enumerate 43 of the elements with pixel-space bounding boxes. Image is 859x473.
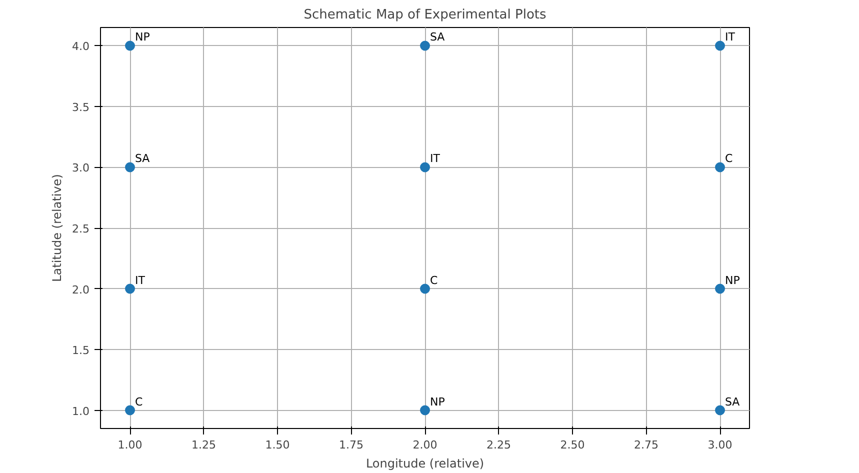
point <box>715 40 725 51</box>
point <box>715 162 725 172</box>
point <box>125 40 135 51</box>
y-tick-label: 2.0 <box>72 283 90 296</box>
annotation: SA <box>725 395 740 408</box>
x-tick-label: 2.00 <box>412 438 438 452</box>
y-tick-label: 1.0 <box>72 404 90 418</box>
x-tick-label: 3.00 <box>708 438 732 452</box>
y-axis-title: Latitude (relative) <box>50 174 64 282</box>
y-tick-label: 2.5 <box>72 222 90 236</box>
annotation: NP <box>135 30 150 44</box>
x-tick-label: 2.75 <box>634 438 659 452</box>
point <box>125 162 135 172</box>
point <box>715 284 725 294</box>
annotation: NP <box>430 395 446 408</box>
point <box>420 162 430 172</box>
point <box>125 405 135 416</box>
x-axis-title: Longitude (relative) <box>366 456 484 470</box>
annotation: SA <box>135 152 150 166</box>
y-tick-label: 3.0 <box>72 162 90 175</box>
x-tick-label: 1.75 <box>339 438 364 452</box>
x-tick-label: 2.25 <box>486 438 512 452</box>
annotation: C <box>725 152 733 166</box>
point <box>420 284 430 294</box>
point <box>715 405 725 416</box>
annotation: C <box>135 395 143 408</box>
x-tick-label: 1.50 <box>265 438 290 452</box>
annotation: NP <box>725 274 740 287</box>
y-tick-label: 3.5 <box>72 100 90 114</box>
point <box>420 40 430 51</box>
point <box>420 405 430 416</box>
y-tick-label: 1.5 <box>72 344 90 358</box>
annotation: IT <box>725 30 736 44</box>
annotation: SA <box>430 30 446 44</box>
x-tick-label: 1.25 <box>192 438 216 452</box>
chart-title: Schematic Map of Experimental Plots <box>304 8 547 22</box>
annotation: IT <box>430 152 440 166</box>
annotation: IT <box>135 274 146 287</box>
y-tick-label: 4.0 <box>72 40 90 54</box>
x-tick-label: 1.00 <box>118 438 142 452</box>
point <box>125 284 135 294</box>
annotation: C <box>430 274 438 287</box>
x-tick-label: 2.50 <box>560 438 585 452</box>
